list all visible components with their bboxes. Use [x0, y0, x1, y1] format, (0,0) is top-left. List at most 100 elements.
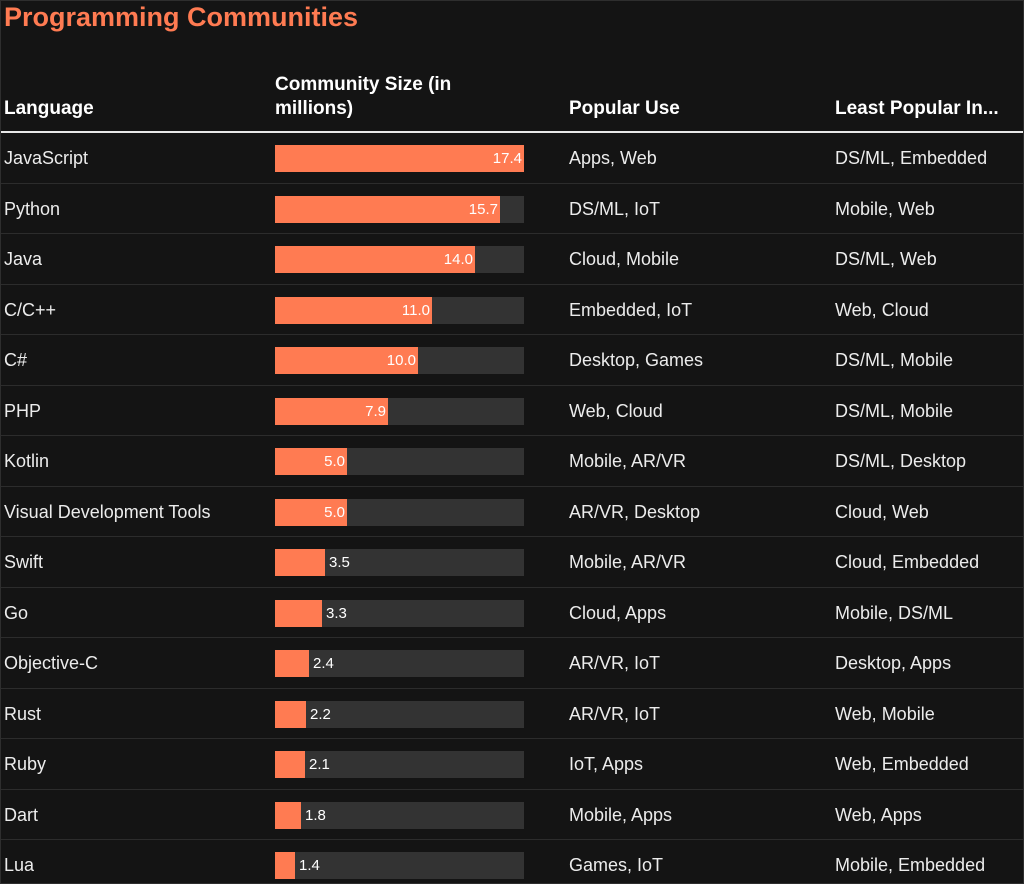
language-cell: Kotlin: [4, 451, 50, 471]
bar-value-label: 2.2: [310, 705, 331, 723]
bar-value-label: 1.4: [299, 857, 320, 874]
bar-value-label: 3.5: [329, 554, 350, 571]
least-popular-cell: Mobile, Web: [835, 198, 935, 219]
column-header-popular-use: Popular Use: [569, 98, 680, 119]
least-popular-cell: Web, Cloud: [835, 299, 929, 320]
least-popular-cell: Cloud, Web: [835, 501, 929, 522]
table-row: Objective-C 2.4 AR/VR, IoT Desktop, Apps: [1, 638, 1023, 689]
least-popular-cell: Web, Mobile: [835, 703, 935, 724]
table-row: Swift 3.5 Mobile, AR/VR Cloud, Embedded: [1, 537, 1023, 588]
chart-title: Programming Communities: [4, 2, 359, 32]
least-popular-cell: DS/ML, Mobile: [835, 350, 954, 370]
table-row: Python 15.7 DS/ML, IoT Mobile, Web: [1, 184, 1023, 234]
language-cell: Python: [4, 198, 61, 219]
bar: [275, 397, 388, 425]
least-popular-cell: Mobile, Embedded: [835, 855, 986, 875]
popular-use-cell: Games, IoT: [569, 855, 664, 875]
bar-value-label: 10.0: [386, 352, 416, 369]
table-row: PHP 7.9 Web, Cloud DS/ML, Mobile: [1, 386, 1023, 436]
popular-use-cell: Embedded, IoT: [569, 299, 693, 320]
bar-track: 7.9: [275, 397, 524, 425]
table-row: Dart 1.8 Mobile, Apps Web, Apps: [1, 790, 1023, 840]
table-row: Ruby 2.1 IoT, Apps Web, Embedded: [1, 739, 1023, 790]
bar-value-label: 5.0: [324, 453, 345, 470]
bar-value-label: 7.9: [365, 402, 386, 420]
least-popular-cell: Cloud, Embedded: [835, 552, 980, 572]
column-header-community-size: Community Size (in millions): [275, 74, 452, 119]
bar: [275, 347, 418, 374]
bar-track: 3.5: [275, 549, 524, 576]
bar: [275, 145, 524, 172]
table-row: Java 14.0 Cloud, Mobile DS/ML, Web: [1, 234, 1023, 285]
bar: [275, 852, 295, 879]
column-header-least-popular: Least Popular In...: [835, 98, 999, 119]
bar: [275, 246, 475, 273]
table-row: Go 3.3 Cloud, Apps Mobile, DS/ML: [1, 588, 1023, 638]
language-cell: Lua: [4, 855, 35, 875]
table-row: C/C++ 11.0 Embedded, IoT Web, Cloud: [1, 285, 1023, 335]
popular-use-cell: AR/VR, Desktop: [569, 501, 701, 522]
language-cell: Rust: [4, 703, 42, 724]
language-cell: Swift: [4, 552, 44, 572]
popular-use-cell: Apps, Web: [569, 148, 657, 168]
bar: [275, 650, 309, 677]
language-cell: Visual Development Tools: [4, 501, 211, 522]
bar-value-label: 2.1: [309, 756, 330, 773]
bar: [275, 599, 322, 627]
language-cell: JavaScript: [4, 148, 89, 168]
bar-track: 2.1: [275, 751, 524, 778]
bar-value-label: 15.7: [468, 200, 498, 218]
bar-value-label: 1.8: [305, 806, 326, 824]
bar-track: 15.7: [275, 195, 524, 223]
bar-track: 11.0: [275, 296, 524, 324]
popular-use-cell: Cloud, Apps: [569, 602, 667, 623]
bar-value-label: 2.4: [313, 655, 334, 672]
table-row: Lua 1.4 Games, IoT Mobile, Embedded: [1, 840, 1023, 883]
popular-use-cell: AR/VR, IoT: [569, 653, 661, 673]
bar: [275, 498, 347, 526]
bar-value-label: 14.0: [443, 251, 473, 268]
bar-track: 5.0: [275, 498, 524, 526]
table-header: Language Community Size (in millions) Po…: [1, 57, 1023, 133]
bar-value-label: 3.3: [326, 604, 347, 622]
bar-value-label: 17.4: [492, 150, 522, 167]
language-cell: Dart: [4, 804, 39, 825]
bar: [275, 700, 306, 728]
table-row: Kotlin 5.0 Mobile, AR/VR DS/ML, Desktop: [1, 436, 1023, 487]
bar-track: 10.0: [275, 347, 524, 374]
bar: [275, 549, 325, 576]
bar-track: 17.4: [275, 145, 524, 172]
bar: [275, 296, 432, 324]
language-cell: Go: [4, 602, 29, 623]
table-row: Rust 2.2 AR/VR, IoT Web, Mobile: [1, 689, 1023, 739]
language-cell: Objective-C: [4, 653, 99, 673]
column-header-language: Language: [4, 98, 94, 119]
popular-use-cell: IoT, Apps: [569, 754, 644, 774]
language-cell: C#: [4, 350, 28, 370]
least-popular-cell: DS/ML, Web: [835, 249, 937, 269]
table-row: JavaScript 17.4 Apps, Web DS/ML, Embedded: [1, 133, 1023, 184]
least-popular-cell: DS/ML, Mobile: [835, 400, 954, 421]
bar-track: 14.0: [275, 246, 524, 273]
language-cell: Ruby: [4, 754, 47, 774]
table-row: C# 10.0 Desktop, Games DS/ML, Mobile: [1, 335, 1023, 386]
bar: [275, 751, 305, 778]
popular-use-cell: Mobile, AR/VR: [569, 552, 687, 572]
bar-track: 2.4: [275, 650, 524, 677]
language-cell: PHP: [4, 400, 42, 421]
popular-use-cell: Cloud, Mobile: [569, 249, 680, 269]
least-popular-cell: Desktop, Apps: [835, 653, 952, 673]
bar: [275, 195, 500, 223]
popular-use-cell: DS/ML, IoT: [569, 198, 661, 219]
popular-use-cell: AR/VR, IoT: [569, 703, 661, 724]
table-body: JavaScript 17.4 Apps, Web DS/ML, Embedded Py…: [1, 133, 1023, 883]
least-popular-cell: DS/ML, Embedded: [835, 148, 988, 168]
bar-track: 1.4: [275, 852, 524, 879]
bar-track: 5.0: [275, 448, 524, 475]
least-popular-cell: Mobile, DS/ML: [835, 602, 954, 623]
popular-use-cell: Desktop, Games: [569, 350, 704, 370]
least-popular-cell: Web, Embedded: [835, 754, 969, 774]
popular-use-cell: Web, Cloud: [569, 400, 663, 421]
bar: [275, 448, 347, 475]
